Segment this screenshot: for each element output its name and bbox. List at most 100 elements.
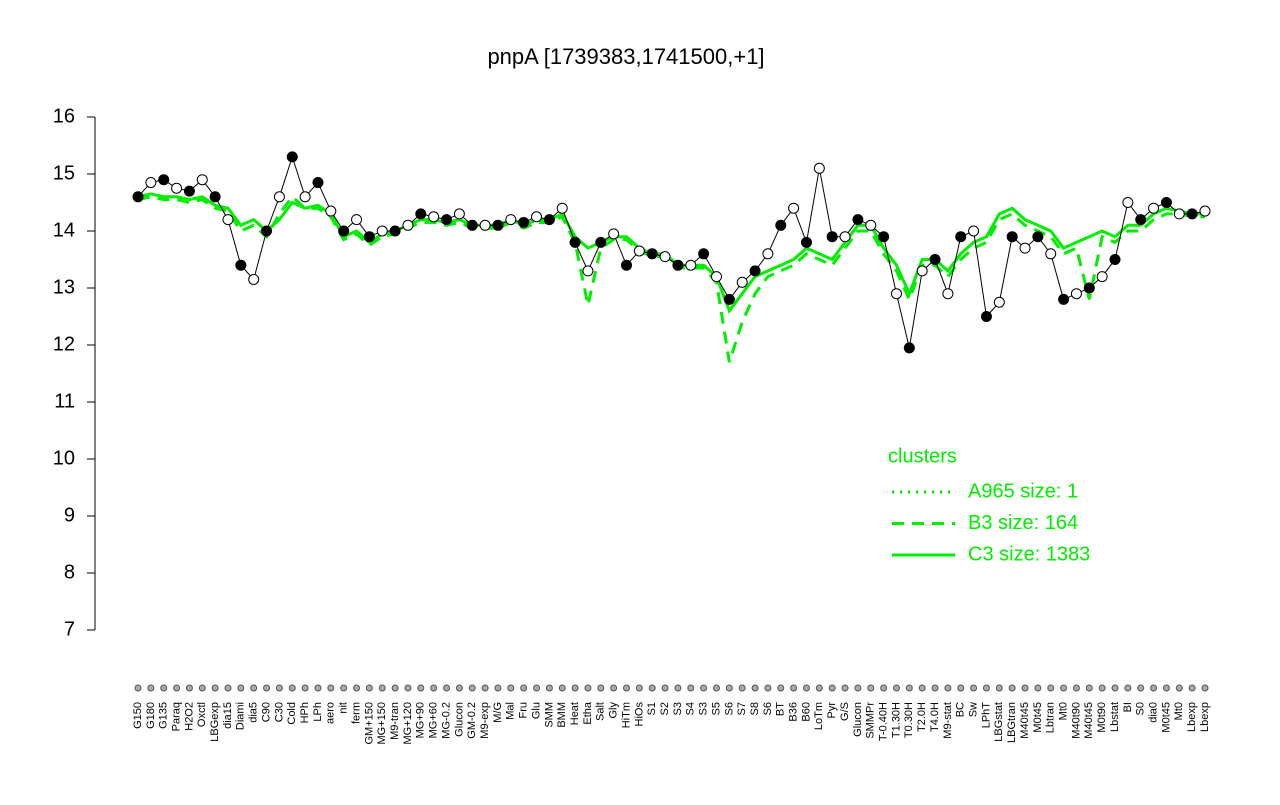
- point: [1096, 271, 1108, 283]
- point: [376, 225, 388, 237]
- x-tick-label: Sw: [968, 702, 980, 717]
- point: [209, 191, 221, 203]
- point: [698, 248, 710, 260]
- x-tick-label: G135: [158, 702, 170, 729]
- x-marker: [1150, 684, 1158, 692]
- x-tick-label: Salt: [595, 702, 607, 721]
- x-marker: [481, 684, 489, 692]
- x-marker: [378, 684, 386, 692]
- x-tick-label: M0t45: [1032, 702, 1044, 733]
- point: [608, 228, 620, 240]
- point: [916, 265, 928, 277]
- x-marker: [520, 684, 528, 692]
- x-marker: [931, 684, 939, 692]
- point: [1032, 231, 1044, 243]
- x-tick-label: MG+120: [402, 702, 414, 745]
- x-tick-label: H2O2: [183, 702, 195, 731]
- x-marker: [764, 684, 772, 692]
- x-marker: [1137, 684, 1145, 692]
- x-marker: [147, 684, 155, 692]
- x-tick-label: HPh: [299, 702, 311, 723]
- point: [389, 225, 401, 237]
- x-tick-label: G180: [145, 702, 157, 729]
- x-marker: [957, 684, 965, 692]
- x-tick-label: dia5: [248, 702, 260, 723]
- x-tick-label: LBGexp: [209, 702, 221, 742]
- x-tick-label: GM+150: [363, 702, 375, 745]
- x-marker: [1162, 684, 1170, 692]
- x-tick-label: dia0: [1147, 702, 1159, 723]
- legend-title: clusters: [888, 445, 957, 467]
- x-tick-label: dia15: [222, 702, 234, 729]
- point: [531, 211, 543, 223]
- x-marker: [944, 684, 952, 692]
- x-tick-label: MG+90: [415, 702, 427, 738]
- point: [1160, 197, 1172, 208]
- x-marker: [533, 684, 541, 692]
- x-tick-label: M/G: [492, 702, 504, 723]
- x-tick-label: SMM: [543, 702, 555, 728]
- point: [1186, 208, 1198, 220]
- x-marker: [365, 684, 373, 692]
- x-tick-label: M40t90: [1070, 702, 1082, 739]
- x-tick-label: Glucon: [852, 702, 864, 737]
- x-marker: [905, 684, 913, 692]
- x-marker: [648, 684, 656, 692]
- point: [518, 216, 530, 228]
- point: [633, 245, 645, 257]
- point: [363, 231, 375, 243]
- x-tick-label: Cold: [286, 702, 298, 725]
- x-tick-label: LPh: [312, 702, 324, 722]
- y-tick-label: 9: [64, 504, 75, 526]
- x-marker: [1021, 684, 1029, 692]
- x-marker: [777, 684, 785, 692]
- x-marker: [918, 684, 926, 692]
- x-marker: [1060, 684, 1068, 692]
- x-tick-label: C30: [273, 702, 285, 722]
- x-tick-label: M9-stat: [942, 702, 954, 739]
- point: [993, 296, 1005, 308]
- x-tick-label: aero: [325, 702, 337, 724]
- point: [646, 248, 658, 260]
- x-marker: [263, 684, 271, 692]
- point: [762, 248, 774, 260]
- x-marker: [327, 684, 335, 692]
- x-tick-label: Pyr: [826, 702, 838, 719]
- x-marker: [712, 684, 720, 692]
- x-marker: [1111, 684, 1119, 692]
- x-tick-label: S1: [646, 702, 658, 715]
- x-tick-label: Mt0: [1057, 702, 1069, 720]
- x-tick-label: B60: [800, 702, 812, 722]
- point: [852, 214, 864, 226]
- point: [196, 174, 208, 186]
- x-marker: [417, 684, 425, 692]
- x-marker: [558, 684, 566, 692]
- x-marker: [288, 684, 296, 692]
- point: [338, 225, 350, 237]
- point: [479, 219, 491, 231]
- x-tick-label: Paraq: [170, 702, 182, 731]
- point: [543, 214, 555, 226]
- x-marker: [970, 684, 978, 692]
- point: [775, 219, 787, 231]
- point: [556, 202, 568, 214]
- point: [788, 202, 800, 214]
- x-marker: [661, 684, 669, 692]
- point: [145, 177, 157, 189]
- point: [1083, 282, 1095, 294]
- x-marker: [134, 684, 142, 692]
- point: [659, 251, 671, 263]
- point: [723, 293, 735, 305]
- x-marker: [700, 684, 708, 692]
- x-tick-label: S5: [710, 702, 722, 715]
- x-marker: [982, 684, 990, 692]
- point: [621, 259, 633, 271]
- x-tick-label: HiOs: [633, 702, 645, 727]
- x-marker: [802, 684, 810, 692]
- x-tick-label: Lbexp: [1186, 702, 1198, 732]
- point: [299, 191, 311, 203]
- x-marker: [867, 684, 875, 692]
- x-tick-label: Mt0: [1173, 702, 1185, 720]
- point: [132, 191, 144, 203]
- x-tick-label: T2.0H: [916, 702, 928, 732]
